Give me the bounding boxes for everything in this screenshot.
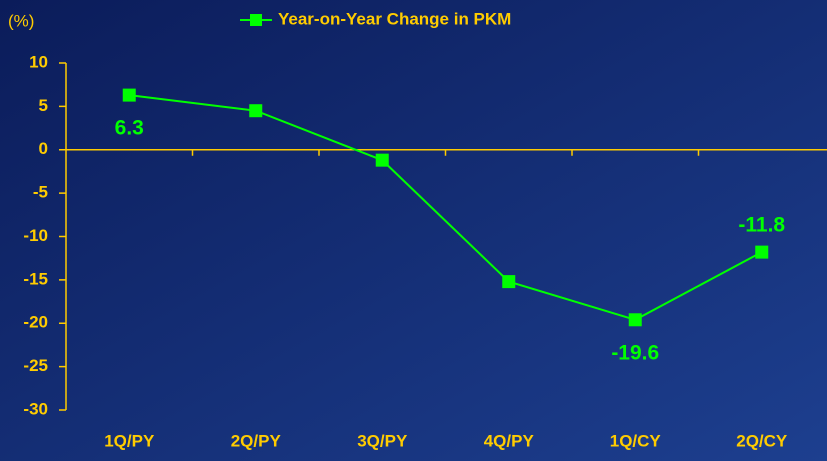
y-axis-label: (%) bbox=[8, 11, 34, 30]
x-tick-label: 2Q/CY bbox=[736, 431, 788, 450]
marker bbox=[502, 275, 516, 289]
x-tick-label: 1Q/PY bbox=[104, 431, 155, 450]
series-line bbox=[129, 94, 763, 321]
marker bbox=[628, 313, 642, 327]
data-label: -19.6 bbox=[611, 341, 659, 364]
y-tick-label: -5 bbox=[33, 183, 48, 202]
y-tick-label: 5 bbox=[39, 96, 48, 115]
y-tick-label: -20 bbox=[23, 313, 48, 332]
y-tick-label: 10 bbox=[29, 52, 48, 71]
y-tick-label: -30 bbox=[23, 399, 48, 418]
y-tick-label: 0 bbox=[39, 139, 48, 158]
x-tick-label: 3Q/PY bbox=[357, 431, 408, 450]
data-label: 6.3 bbox=[115, 117, 144, 140]
x-tick-label: 4Q/PY bbox=[484, 431, 535, 450]
marker bbox=[122, 88, 136, 102]
x-tick-label: 2Q/PY bbox=[231, 431, 282, 450]
y-tick-label: -10 bbox=[23, 226, 48, 245]
legend-marker bbox=[250, 14, 262, 26]
y-tick-label: -25 bbox=[23, 356, 48, 375]
y-tick-label: -15 bbox=[23, 269, 48, 288]
marker bbox=[755, 245, 769, 259]
marker bbox=[249, 104, 263, 118]
data-label: -11.8 bbox=[738, 214, 785, 237]
marker bbox=[375, 153, 389, 167]
x-tick-label: 1Q/CY bbox=[610, 431, 662, 450]
legend-label: Year-on-Year Change in PKM bbox=[278, 9, 511, 28]
